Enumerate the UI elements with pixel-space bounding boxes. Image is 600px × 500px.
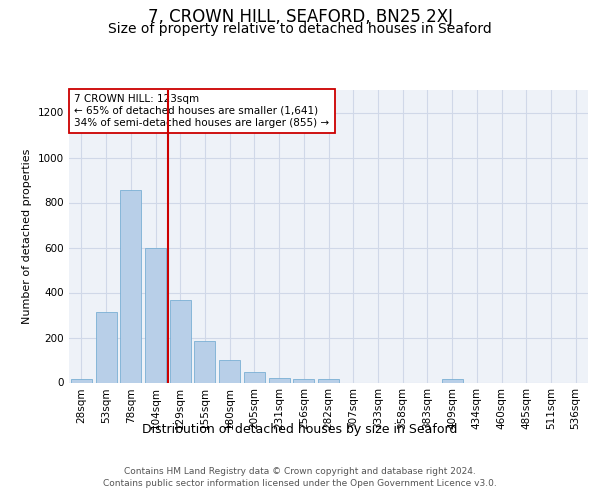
- Text: Contains HM Land Registry data © Crown copyright and database right 2024.: Contains HM Land Registry data © Crown c…: [124, 468, 476, 476]
- Bar: [269, 378, 290, 382]
- Bar: [95, 312, 116, 382]
- Text: 7, CROWN HILL, SEAFORD, BN25 2XJ: 7, CROWN HILL, SEAFORD, BN25 2XJ: [148, 8, 452, 26]
- Bar: [170, 300, 191, 382]
- Bar: [244, 372, 265, 382]
- Text: Contains public sector information licensed under the Open Government Licence v3: Contains public sector information licen…: [103, 479, 497, 488]
- Bar: [293, 379, 314, 382]
- Bar: [71, 379, 92, 382]
- Bar: [120, 190, 141, 382]
- Text: Distribution of detached houses by size in Seaford: Distribution of detached houses by size …: [142, 422, 458, 436]
- Bar: [442, 379, 463, 382]
- Y-axis label: Number of detached properties: Number of detached properties: [22, 148, 32, 324]
- Bar: [318, 379, 339, 382]
- Bar: [219, 360, 240, 382]
- Text: 7 CROWN HILL: 123sqm
← 65% of detached houses are smaller (1,641)
34% of semi-de: 7 CROWN HILL: 123sqm ← 65% of detached h…: [74, 94, 329, 128]
- Bar: [145, 248, 166, 382]
- Bar: [194, 341, 215, 382]
- Text: Size of property relative to detached houses in Seaford: Size of property relative to detached ho…: [108, 22, 492, 36]
